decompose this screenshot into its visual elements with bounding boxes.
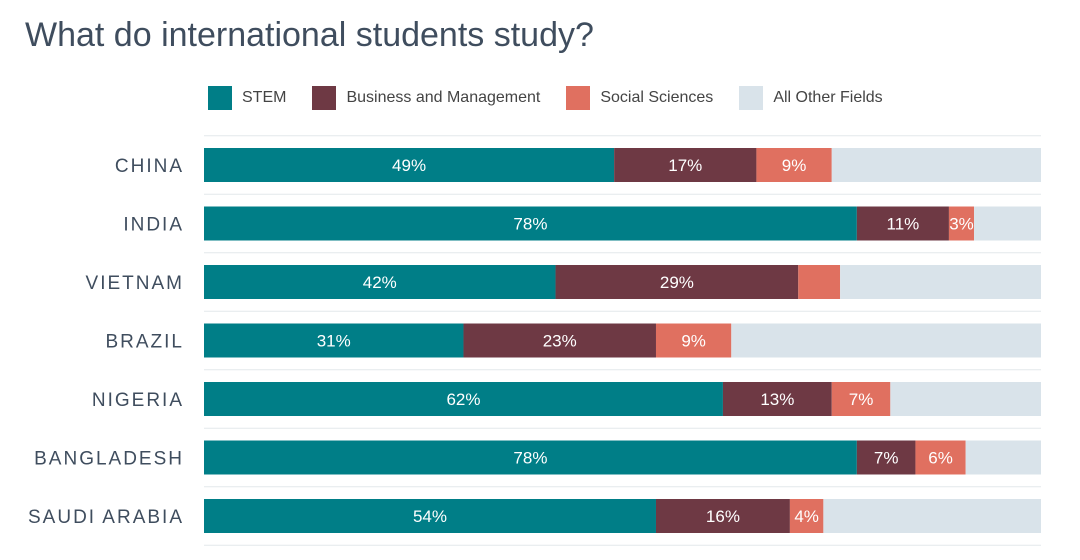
legend-item-stem: STEM	[208, 86, 286, 110]
category-label-nigeria: NIGERIA	[92, 390, 184, 411]
bar-business-and-management-bangladesh	[856, 440, 916, 475]
data-label-stem-saudi-arabia: 54%	[413, 507, 447, 526]
legend-item-other-fields: All Other Fields	[739, 86, 883, 110]
legend-item-social-sciences: Social Sciences	[566, 86, 713, 110]
bar-stem-bangladesh	[204, 440, 857, 475]
data-label-business-and-management-nigeria: 13%	[760, 390, 794, 409]
data-label-stem-china: 49%	[392, 156, 426, 175]
bar-social-sciences-bangladesh	[915, 440, 966, 475]
bar-stem-india	[204, 206, 857, 241]
bar-social-sciences-saudi-arabia	[789, 499, 824, 533]
data-label-stem-brazil: 31%	[317, 332, 351, 351]
bar-business-and-management-brazil	[463, 323, 656, 358]
bar-social-sciences-brazil	[655, 323, 732, 358]
data-label-stem-bangladesh: 78%	[513, 449, 547, 468]
category-label-china: CHINA	[115, 156, 184, 177]
legend-swatch-business	[312, 86, 337, 110]
bar-all-other-fields-saudi-arabia	[823, 499, 1041, 533]
bar-business-and-management-china	[614, 148, 757, 182]
category-label-india: INDIA	[123, 215, 184, 236]
bar-all-other-fields-brazil	[731, 323, 1041, 358]
data-label-social-sciences-brazil: 9%	[681, 332, 706, 351]
legend-swatch-other-fields	[739, 86, 764, 110]
bar-all-other-fields-india	[974, 206, 1041, 241]
category-label-bangladesh: BANGLADESH	[34, 449, 184, 470]
category-label-saudi-arabia: SAUDI ARABIA	[28, 507, 184, 528]
data-label-social-sciences-india: 3%	[949, 215, 974, 234]
category-label-brazil: BRAZIL	[105, 332, 184, 353]
category-label-vietnam: VIETNAM	[86, 273, 184, 294]
bar-stem-nigeria	[204, 382, 723, 416]
data-label-social-sciences-saudi-arabia: 4%	[794, 507, 819, 526]
data-label-business-and-management-china: 17%	[668, 156, 702, 175]
bar-social-sciences-vietnam	[798, 265, 841, 299]
bar-social-sciences-india	[948, 206, 975, 241]
bar-social-sciences-nigeria	[831, 382, 891, 416]
data-label-stem-vietnam: 42%	[363, 273, 397, 292]
legend-label-other-fields: All Other Fields	[773, 89, 883, 106]
legend: STEM Business and Management Social Scie…	[208, 86, 909, 110]
legend-swatch-social-sciences	[566, 86, 591, 110]
data-label-business-and-management-brazil: 23%	[543, 332, 577, 351]
bar-business-and-management-nigeria	[722, 382, 832, 416]
data-label-social-sciences-china: 9%	[782, 156, 807, 175]
data-label-business-and-management-saudi-arabia: 16%	[706, 507, 740, 526]
data-label-business-and-management-india: 11%	[887, 215, 920, 234]
legend-label-business: Business and Management	[346, 89, 541, 106]
bar-social-sciences-china	[756, 148, 832, 182]
bar-all-other-fields-nigeria	[890, 382, 1041, 416]
bar-stem-brazil	[204, 323, 464, 358]
bar-all-other-fields-bangladesh	[965, 440, 1041, 475]
chart-title: What do international students study?	[25, 16, 594, 54]
legend-item-business: Business and Management	[312, 86, 540, 110]
data-label-business-and-management-bangladesh: 7%	[874, 449, 899, 468]
bar-all-other-fields-china	[831, 148, 1041, 182]
data-label-social-sciences-bangladesh: 6%	[928, 449, 953, 468]
bar-stem-china	[204, 148, 615, 182]
legend-label-stem: STEM	[242, 89, 287, 106]
bar-business-and-management-saudi-arabia	[655, 499, 790, 533]
bar-business-and-management-vietnam	[555, 265, 799, 299]
data-label-stem-india: 78%	[513, 215, 547, 234]
data-label-business-and-management-vietnam: 29%	[660, 273, 694, 292]
legend-label-social-sciences: Social Sciences	[600, 89, 714, 106]
bar-all-other-fields-vietnam	[840, 265, 1041, 299]
legend-swatch-stem	[208, 86, 232, 110]
bar-business-and-management-india	[856, 206, 949, 241]
bar-stem-saudi-arabia	[204, 499, 656, 533]
bar-stem-vietnam	[204, 265, 556, 299]
data-label-stem-nigeria: 62%	[446, 390, 480, 409]
data-label-social-sciences-nigeria: 7%	[849, 390, 874, 409]
